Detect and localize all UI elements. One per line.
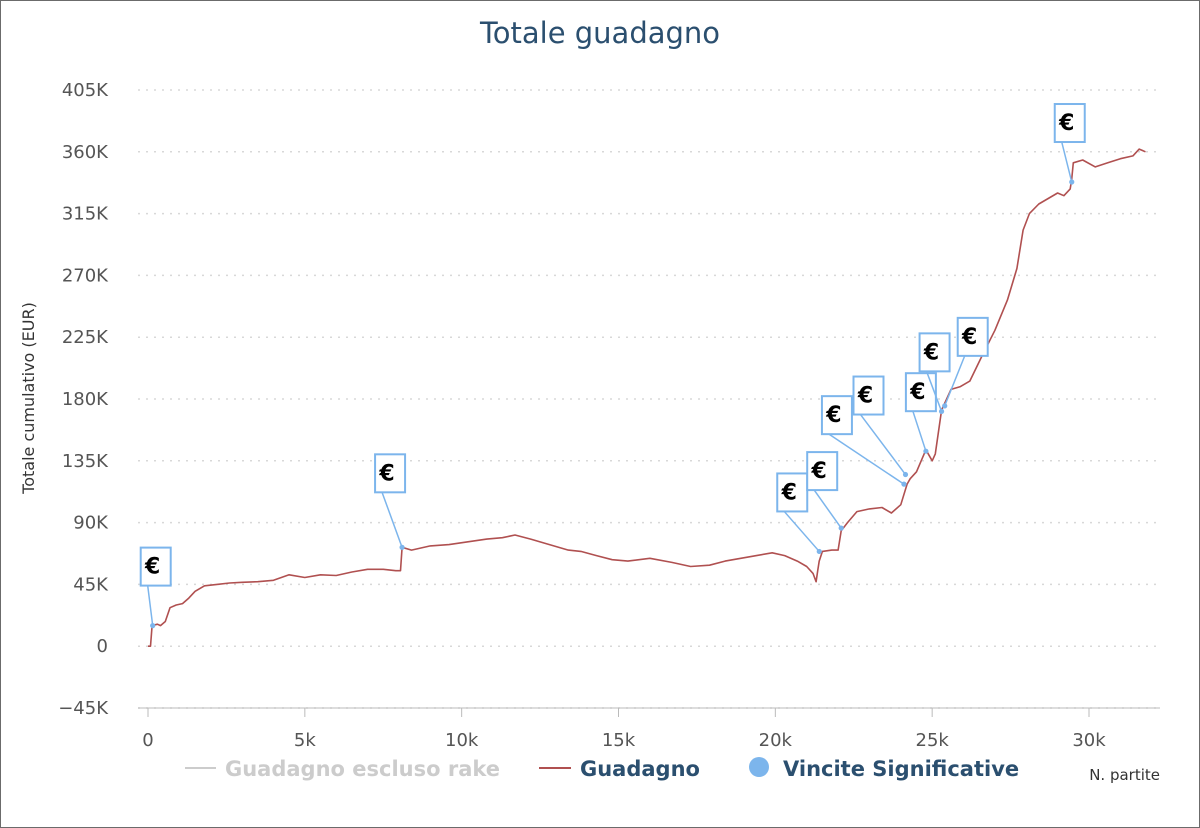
y-tick-label: 360K [62, 142, 109, 163]
marker-flag[interactable] [904, 372, 937, 413]
marker-connector [925, 371, 943, 412]
chart-title: Totale guadagno [479, 16, 720, 50]
marker-connector [1061, 141, 1073, 183]
marker-connector [813, 489, 842, 529]
marker-euro-icon: € [781, 480, 797, 505]
marker-euro-icon: € [923, 340, 939, 365]
gridlines [138, 89, 1160, 709]
marker-connector [912, 410, 927, 452]
y-tick-label: 315K [62, 204, 109, 225]
marker-flag[interactable] [1053, 103, 1086, 144]
marker-euro-icon: € [811, 459, 827, 484]
marker-point[interactable] [942, 403, 948, 409]
marker-euro-icon: € [378, 461, 394, 486]
legend-label: Vincite Significative [783, 757, 1019, 781]
marker-connector [783, 510, 820, 552]
y-axis-label: Totale cumulativo (EUR) [19, 302, 38, 495]
marker-euro-icon: € [1058, 111, 1074, 136]
y-tick-label: 0 [97, 636, 108, 657]
marker-euro-icon: € [909, 380, 925, 405]
marker-flag[interactable] [374, 453, 407, 494]
marker-flag[interactable] [806, 451, 839, 492]
legend-item-guadagno[interactable]: Guadagno [539, 757, 700, 781]
marker-flag[interactable] [139, 546, 172, 587]
marker-connector [381, 492, 403, 548]
y-tick-label: 45K [73, 574, 109, 595]
marker-point[interactable] [902, 471, 909, 478]
series-layer [148, 148, 1146, 647]
legend-label: Guadagno [580, 757, 700, 781]
marker-flag[interactable] [820, 395, 853, 436]
marker-connector [828, 433, 905, 485]
x-tick-label: 15k [602, 730, 636, 751]
marker-point[interactable] [150, 623, 156, 629]
x-tick-label: 20k [759, 730, 793, 751]
marker-euro-icon: € [961, 325, 977, 350]
y-tick-label: 180K [62, 389, 109, 410]
y-tick-label: 270K [62, 265, 109, 286]
marker-flag[interactable] [852, 375, 885, 416]
marker-connector [146, 585, 154, 626]
marker-point[interactable] [1069, 179, 1075, 185]
marker-euro-icon: € [857, 384, 873, 409]
marker-point[interactable] [938, 408, 945, 414]
marker-point[interactable] [838, 525, 844, 531]
legend-label: Guadagno escluso rake [225, 757, 500, 781]
series-line-guadagno[interactable] [148, 148, 1146, 647]
x-axis-label: N. partite [1089, 766, 1160, 784]
y-axis-ticks: −45K 0 45K 90K 135K 180K 225K 270K 315K 360K 405K [58, 80, 109, 719]
x-tick-label: 30k [1072, 730, 1106, 751]
y-tick-label: 135K [62, 451, 109, 472]
marker-flag[interactable] [918, 332, 951, 373]
y-tick-label: 405K [62, 80, 109, 101]
marker-euro-icon: € [144, 555, 160, 580]
marker-point[interactable] [399, 544, 405, 550]
x-axis: 0 5k 10k 15k 20k 25k 30k [138, 707, 1160, 751]
y-tick-label: 225K [62, 327, 109, 348]
marker-euro-icon: € [825, 403, 841, 428]
marker-flag[interactable] [956, 316, 989, 357]
marker-connector [859, 414, 907, 475]
marker-flag[interactable] [776, 472, 809, 513]
marker-point[interactable] [901, 481, 907, 487]
legend-dot-icon [749, 757, 769, 777]
marker-point[interactable] [923, 448, 929, 454]
x-tick-label: 5k [294, 730, 316, 751]
legend-item-vincite-significative[interactable]: Vincite Significative [749, 757, 1019, 781]
markers-layer: € € € € € € € € € € [139, 103, 1086, 629]
y-tick-label: −45K [58, 698, 109, 719]
x-tick-label: 10k [445, 730, 479, 751]
legend: Guadagno escluso rake Guadagno Vincite S… [185, 757, 1019, 781]
x-tick-label: 25k [916, 730, 950, 751]
legend-item-guadagno-escluso-rake[interactable]: Guadagno escluso rake [185, 757, 500, 781]
x-tick-label: 0 [142, 730, 153, 751]
marker-connector [944, 355, 966, 407]
y-tick-label: 90K [73, 513, 109, 534]
marker-point[interactable] [816, 548, 822, 555]
